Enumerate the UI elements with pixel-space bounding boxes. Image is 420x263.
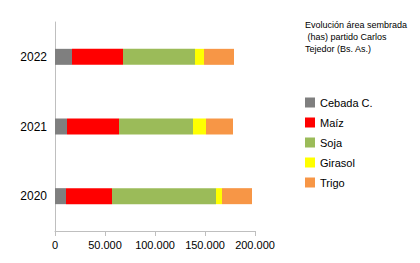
svg-text:0: 0: [52, 239, 58, 251]
svg-text:2022: 2022: [20, 50, 47, 64]
svg-text:(has) partido Carlos: (has) partido Carlos: [305, 32, 389, 42]
svg-text:Evolución área sembrada: Evolución área sembrada: [305, 20, 407, 30]
svg-text:100.000: 100.000: [135, 239, 175, 251]
svg-text:Girasol: Girasol: [320, 157, 355, 169]
svg-text:Tejedor (Bs. As.): Tejedor (Bs. As.): [305, 44, 371, 54]
svg-text:2020: 2020: [20, 189, 47, 203]
svg-text:200.000: 200.000: [235, 239, 275, 251]
svg-text:150.000: 150.000: [185, 239, 225, 251]
svg-text:Cebada C.: Cebada C.: [320, 97, 373, 109]
svg-text:50.000: 50.000: [88, 239, 122, 251]
svg-text:Soja: Soja: [320, 137, 343, 149]
svg-text:Maíz: Maíz: [320, 117, 344, 129]
svg-text:2021: 2021: [20, 120, 47, 134]
svg-text:Trigo: Trigo: [320, 177, 345, 189]
